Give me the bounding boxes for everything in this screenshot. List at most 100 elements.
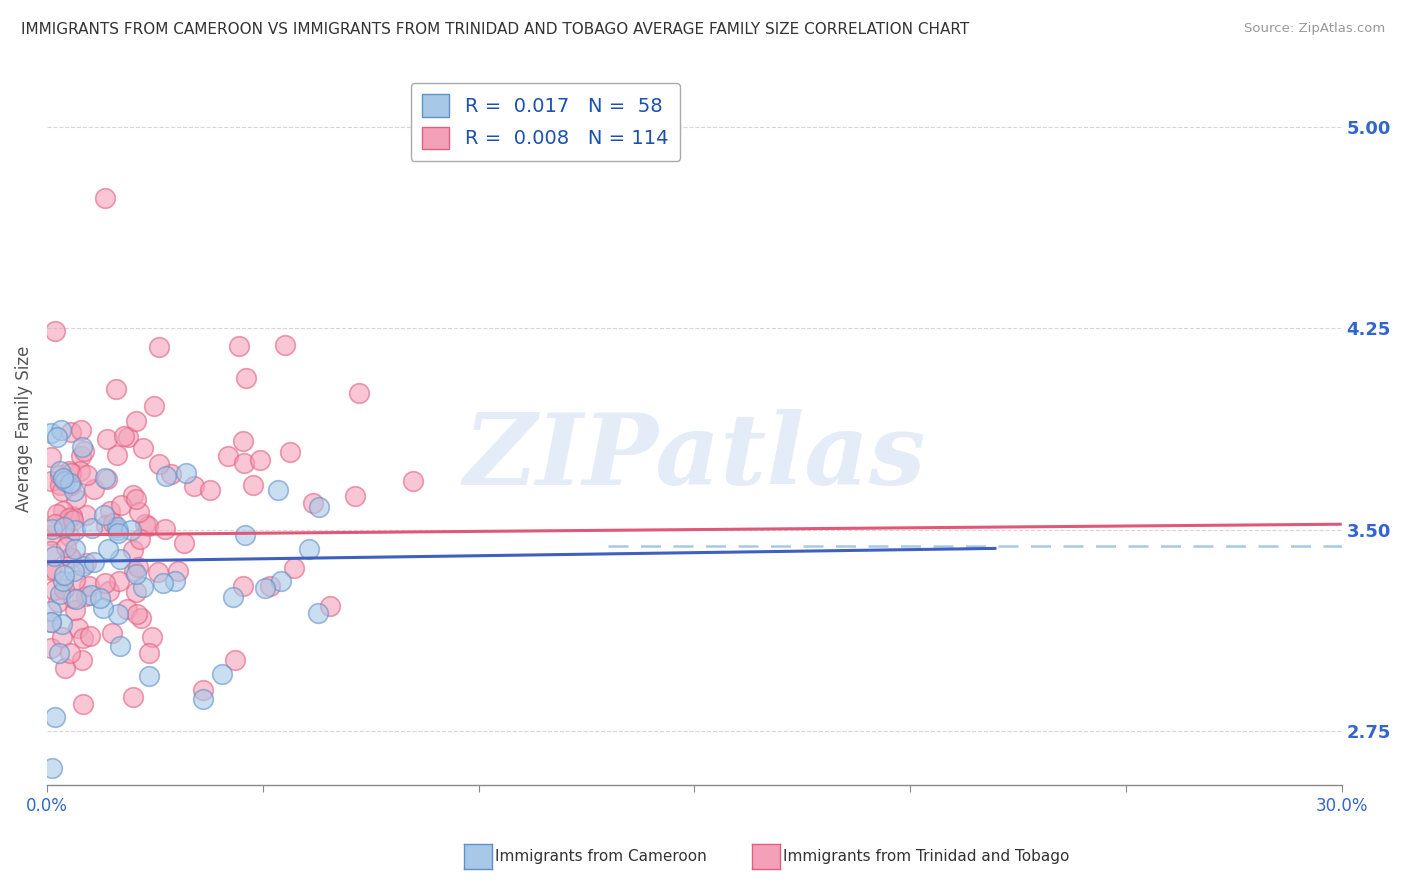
Point	[62, 483, 84, 498]
Point	[125, 567, 148, 582]
Point	[44, 563, 66, 577]
Point	[83, 482, 105, 496]
Point	[52, 574, 75, 589]
Point	[283, 561, 305, 575]
Point	[228, 339, 250, 353]
Point	[107, 607, 129, 622]
Point	[112, 429, 135, 443]
Point	[117, 429, 139, 443]
Point	[60, 466, 83, 480]
Point	[152, 575, 174, 590]
Point	[104, 382, 127, 396]
Point	[39, 615, 62, 629]
Point	[94, 191, 117, 205]
Point	[51, 617, 73, 632]
Point	[55, 475, 77, 489]
Point	[39, 563, 62, 577]
Point	[347, 386, 370, 401]
Point	[53, 520, 76, 534]
Point	[159, 467, 181, 481]
Text: ZIPatlas: ZIPatlas	[463, 409, 925, 506]
Point	[48, 468, 70, 483]
Point	[101, 625, 124, 640]
Point	[44, 709, 66, 723]
Point	[93, 471, 115, 485]
Point	[41, 522, 63, 536]
Point	[39, 425, 62, 440]
Point	[39, 604, 62, 618]
Point	[217, 450, 239, 464]
Point	[49, 586, 72, 600]
Point	[173, 535, 195, 549]
Point	[274, 338, 297, 352]
Text: IMMIGRANTS FROM CAMEROON VS IMMIGRANTS FROM TRINIDAD AND TOBAGO AVERAGE FAMILY S: IMMIGRANTS FROM CAMEROON VS IMMIGRANTS F…	[21, 22, 969, 37]
Point	[59, 646, 82, 660]
Point	[76, 468, 98, 483]
Point	[166, 564, 188, 578]
Point	[49, 478, 72, 492]
Point	[48, 646, 70, 660]
Point	[174, 467, 197, 481]
Point	[94, 576, 117, 591]
Point	[62, 513, 84, 527]
Point	[58, 511, 80, 525]
Point	[63, 523, 86, 537]
Point	[125, 491, 148, 506]
Point	[155, 468, 177, 483]
Point	[200, 483, 222, 497]
Point	[46, 507, 69, 521]
Point	[107, 525, 129, 540]
Point	[52, 504, 75, 518]
Point	[51, 484, 73, 499]
Point	[141, 630, 163, 644]
Point	[72, 558, 94, 573]
Point	[107, 524, 129, 538]
Point	[124, 414, 146, 428]
Point	[165, 574, 187, 588]
Point	[105, 448, 128, 462]
Point	[146, 565, 169, 579]
Point	[51, 423, 73, 437]
Point	[267, 483, 290, 498]
Point	[233, 456, 256, 470]
Legend: R =  0.017   N =  58, R =  0.008   N = 114: R = 0.017 N = 58, R = 0.008 N = 114	[411, 83, 681, 161]
Point	[70, 423, 93, 437]
Point	[41, 760, 63, 774]
Point	[134, 517, 156, 532]
Point	[52, 568, 75, 582]
Point	[222, 590, 245, 604]
Point	[122, 564, 145, 578]
Point	[39, 475, 62, 489]
Point	[59, 551, 82, 566]
Point	[91, 601, 114, 615]
Point	[127, 560, 149, 574]
Point	[108, 574, 131, 589]
Point	[191, 683, 214, 698]
Point	[62, 591, 84, 605]
Point	[155, 522, 177, 536]
Point	[58, 529, 80, 543]
Point	[249, 452, 271, 467]
Point	[117, 602, 139, 616]
Point	[120, 523, 142, 537]
Point	[253, 581, 276, 595]
Point	[301, 496, 323, 510]
Point	[46, 595, 69, 609]
Point	[39, 544, 62, 558]
Point	[44, 583, 66, 598]
Y-axis label: Average Family Size: Average Family Size	[15, 346, 32, 512]
Point	[44, 516, 66, 531]
Text: Immigrants from Trinidad and Tobago: Immigrants from Trinidad and Tobago	[783, 849, 1070, 863]
Point	[319, 599, 342, 613]
Point	[96, 517, 118, 532]
Point	[280, 445, 302, 459]
Point	[73, 443, 96, 458]
Point	[232, 434, 254, 448]
Point	[183, 479, 205, 493]
Point	[39, 527, 62, 541]
Point	[52, 582, 75, 596]
Point	[65, 491, 87, 506]
Point	[211, 667, 233, 681]
Point	[46, 430, 69, 444]
Point	[72, 631, 94, 645]
